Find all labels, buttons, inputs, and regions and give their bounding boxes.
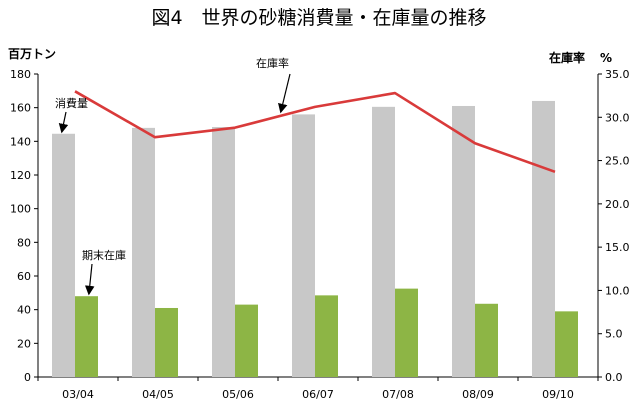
y-left-tick-label: 140 bbox=[10, 135, 31, 148]
x-tick-label: 03/04 bbox=[62, 388, 94, 401]
bar-consumption bbox=[452, 105, 475, 377]
y-right-tick-label: 20.0 bbox=[605, 198, 630, 211]
line-stock-ratio bbox=[74, 90, 556, 174]
x-tick-label: 09/10 bbox=[542, 388, 574, 401]
y-left-tick-label: 160 bbox=[10, 102, 31, 115]
bar-ending-stock bbox=[75, 296, 98, 377]
y-left-tick-label: 80 bbox=[17, 236, 31, 249]
y-left-tick-label: 0 bbox=[24, 371, 31, 384]
bar-consumption bbox=[52, 133, 75, 377]
bar-consumption bbox=[292, 114, 315, 378]
y-right-tick-label: 30.0 bbox=[605, 111, 630, 124]
x-tick-label: 04/05 bbox=[142, 388, 174, 401]
y-right-tick-label: 35.0 bbox=[605, 68, 630, 81]
y-left-tick-label: 120 bbox=[10, 169, 31, 182]
y-left-tick-label: 40 bbox=[17, 304, 31, 317]
bar-ending-stock bbox=[315, 295, 338, 377]
y-right-tick-label: 5.0 bbox=[605, 328, 623, 341]
consumption-label: 消費量 bbox=[55, 96, 88, 110]
left-axis-unit: 百万トン bbox=[8, 47, 56, 61]
ending-stock-label: 期末在庫 bbox=[82, 248, 126, 262]
y-right-tick-label: 25.0 bbox=[605, 155, 630, 168]
consumption-arrow bbox=[58, 111, 69, 134]
ending-stock-arrow bbox=[84, 263, 95, 296]
x-tick-label: 07/08 bbox=[382, 388, 414, 401]
y-left-tick-label: 20 bbox=[17, 337, 31, 350]
bar-ending-stock bbox=[395, 288, 418, 377]
x-tick-label: 06/07 bbox=[302, 388, 334, 401]
y-right-tick-label: 15.0 bbox=[605, 241, 630, 254]
bar-consumption bbox=[212, 127, 235, 378]
plot-area: 0 20 40 60 80 100 120 140 160 180 0.0 5.0 10.0 15.0 20… bbox=[10, 68, 630, 401]
annotation-consumption: 消費量 bbox=[55, 96, 88, 134]
right-axis-label: 在庫率 bbox=[549, 50, 585, 65]
bar-ending-stock bbox=[555, 311, 578, 377]
y-left-tick-label: 100 bbox=[10, 203, 31, 216]
x-tick-label: 05/06 bbox=[222, 388, 254, 401]
x-tick-label: 08/09 bbox=[462, 388, 494, 401]
y-right-tick-label: 0.0 bbox=[605, 371, 623, 384]
y-left-tick-label: 60 bbox=[17, 270, 31, 283]
bar-consumption bbox=[372, 106, 395, 377]
bar-ending-stock bbox=[235, 304, 258, 377]
y-left-tick-label: 180 bbox=[10, 68, 31, 81]
stock-ratio-label: 在庫率 bbox=[256, 56, 289, 70]
bar-consumption bbox=[532, 100, 555, 377]
chart-title: 図4 世界の砂糖消費量・在庫量の推移 bbox=[151, 7, 486, 29]
stock-ratio-arrow bbox=[278, 73, 291, 114]
right-axis-unit: % bbox=[600, 51, 612, 65]
bar-consumption bbox=[132, 127, 155, 377]
annotation-stock-ratio: 在庫率 bbox=[256, 56, 291, 114]
bar-ending-stock bbox=[155, 307, 178, 377]
annotation-ending-stock: 期末在庫 bbox=[82, 248, 126, 296]
y-right-tick-label: 10.0 bbox=[605, 284, 630, 297]
bar-ending-stock bbox=[475, 303, 498, 377]
